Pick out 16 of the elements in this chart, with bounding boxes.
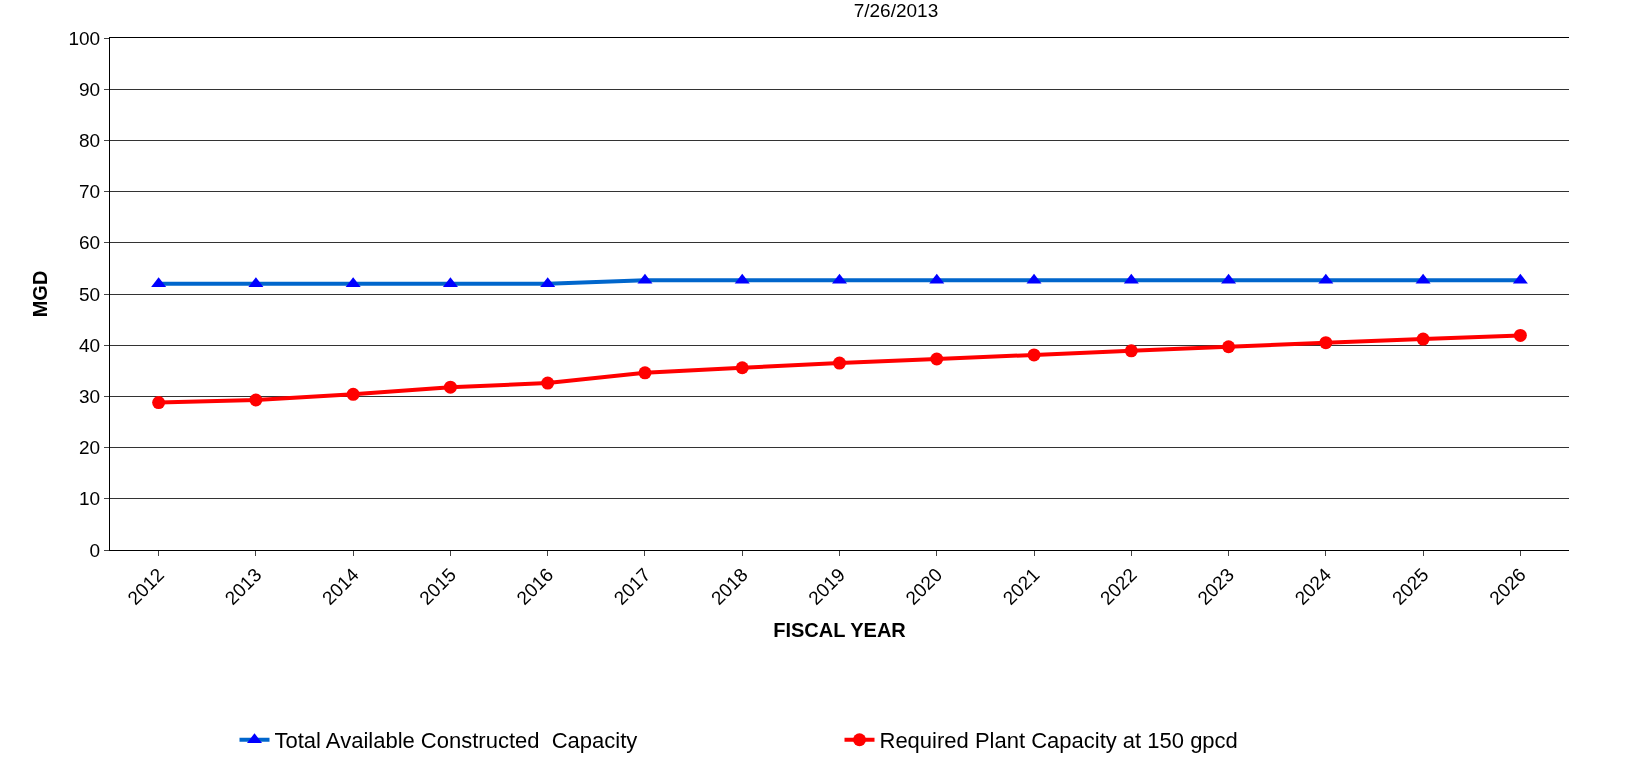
y-tick-label: 100 (68, 27, 101, 49)
y-tick-label: 70 (79, 181, 101, 203)
y-tick-label: 90 (79, 78, 101, 100)
chart-title: 7/26/2013 (853, 0, 939, 22)
y-tick-label: 80 (79, 130, 101, 152)
y-tick-label: 10 (79, 488, 101, 510)
y-tick-label: 0 (89, 539, 101, 561)
y-tick-label: 60 (79, 232, 101, 254)
y-tick-label: 50 (79, 283, 101, 305)
y-tick-label: 30 (79, 386, 101, 408)
y-axis-title: MGD (29, 270, 51, 318)
legend-label: Required Plant Capacity at 150 gpcd (879, 728, 1238, 754)
legend-label: Total Available Constructed Capacity (274, 728, 638, 754)
y-tick-label: 40 (79, 334, 101, 356)
x-axis-title: FISCAL YEAR (773, 619, 907, 642)
y-tick-label: 20 (79, 437, 101, 459)
